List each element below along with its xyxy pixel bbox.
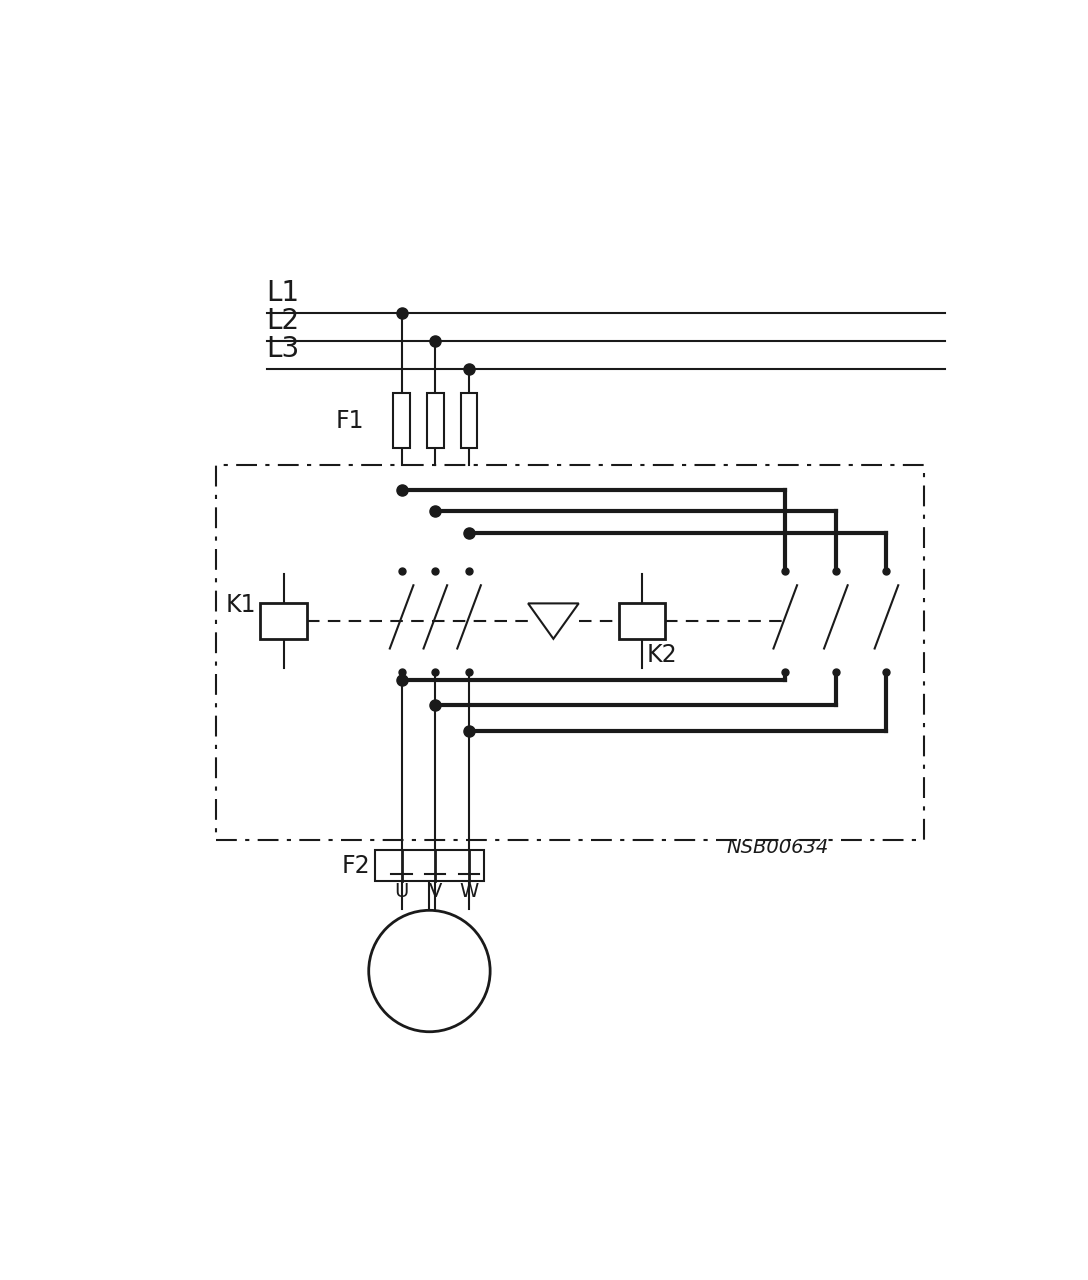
Text: M: M [418, 942, 442, 970]
Text: V: V [429, 882, 442, 901]
Text: NSB00634: NSB00634 [727, 837, 828, 856]
Bar [426, 393, 444, 448]
Text: K1: K1 [225, 593, 256, 617]
Bar [460, 393, 478, 448]
Bar [393, 393, 410, 448]
Text: U: U [395, 882, 409, 901]
Bar [217, 465, 925, 841]
Text: K2: K2 [646, 643, 677, 667]
Circle shape [369, 910, 490, 1032]
Bar [374, 850, 484, 881]
Text: F1: F1 [335, 408, 363, 433]
Text: 3~: 3~ [413, 978, 446, 998]
Text: W: W [459, 882, 479, 901]
Text: L3: L3 [267, 335, 300, 364]
Text: L2: L2 [267, 307, 300, 335]
Text: L1: L1 [267, 279, 300, 307]
Bar [619, 603, 665, 639]
Text: F2: F2 [342, 854, 370, 878]
Bar [260, 603, 307, 639]
